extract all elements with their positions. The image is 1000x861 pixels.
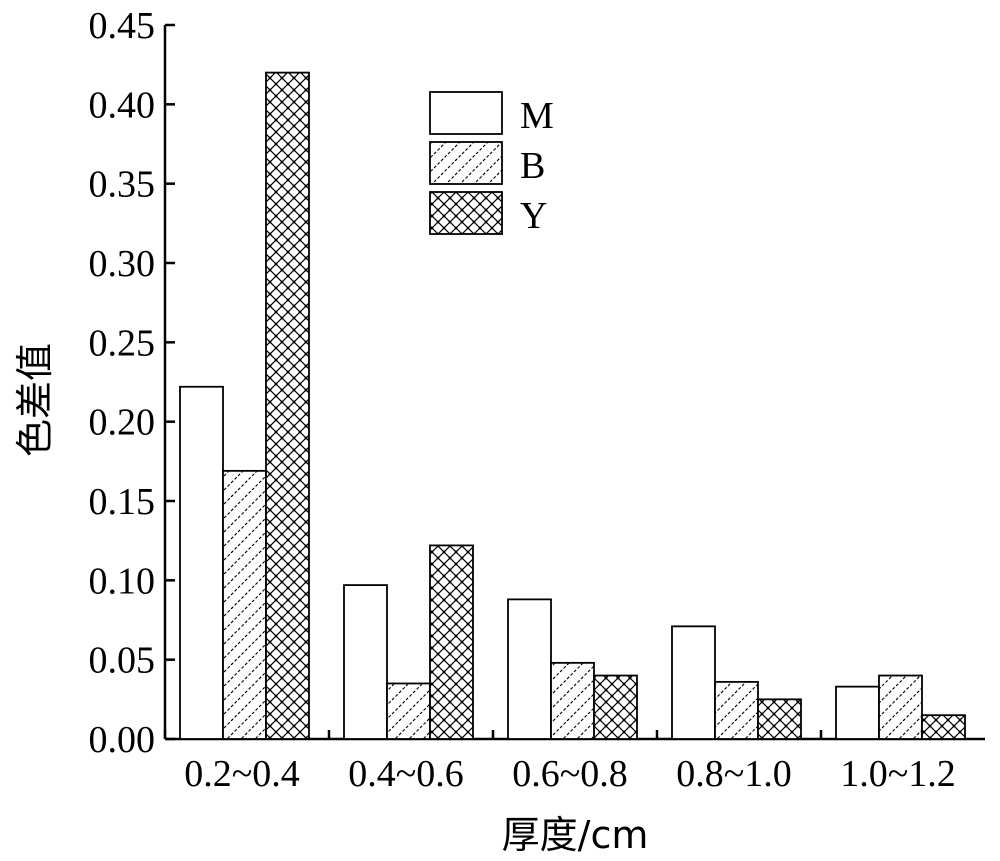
bar-y — [265, 71, 310, 740]
bar-y — [921, 714, 966, 740]
bar-m — [179, 385, 224, 740]
legend-swatch-y — [429, 191, 503, 235]
bar-b — [222, 469, 267, 740]
bar-b — [550, 661, 595, 740]
bar-b — [386, 682, 431, 740]
bar-y — [757, 698, 802, 740]
bar-b — [878, 674, 923, 740]
x-tick-label: 1.0~1.2 — [840, 753, 956, 795]
legend: MBY — [429, 91, 554, 237]
bar-y — [429, 544, 474, 740]
y-tick-label: 0.45 — [89, 5, 156, 47]
bar-m — [671, 625, 716, 740]
y-tick-label: 0.35 — [89, 164, 156, 206]
bar-y — [593, 674, 638, 740]
legend-label: Y — [520, 195, 547, 237]
legend-swatch-m — [429, 91, 503, 135]
y-tick-label: 0.00 — [89, 719, 156, 761]
y-tick-label: 0.15 — [89, 481, 156, 523]
x-tick-label: 0.4~0.6 — [348, 753, 464, 795]
legend-swatch-b — [429, 141, 503, 185]
bar-m — [507, 598, 552, 740]
bar-m — [835, 685, 880, 740]
y-tick-label: 0.20 — [89, 402, 156, 444]
bars-layer — [179, 71, 966, 740]
y-tick-label: 0.40 — [89, 84, 156, 126]
y-tick-label: 0.05 — [89, 640, 156, 682]
x-axis-title: 厚度/cm — [502, 813, 649, 857]
x-tick-label: 0.6~0.8 — [512, 753, 628, 795]
x-tick-label: 0.8~1.0 — [676, 753, 792, 795]
legend-label: B — [520, 145, 545, 187]
y-axis-title: 色差值 — [13, 343, 57, 457]
legend-label: M — [520, 95, 554, 137]
axes-layer: 0.00 0.05 0.10 0.15 0.20 0.25 0.30 0.35 0.40 0.45… — [89, 5, 985, 795]
bar-b — [714, 680, 759, 740]
bar-m — [343, 584, 388, 740]
y-tick-label: 0.30 — [89, 243, 156, 285]
y-tick-label: 0.10 — [89, 560, 156, 602]
y-tick-label: 0.25 — [89, 322, 156, 364]
x-tick-label: 0.2~0.4 — [184, 753, 300, 795]
